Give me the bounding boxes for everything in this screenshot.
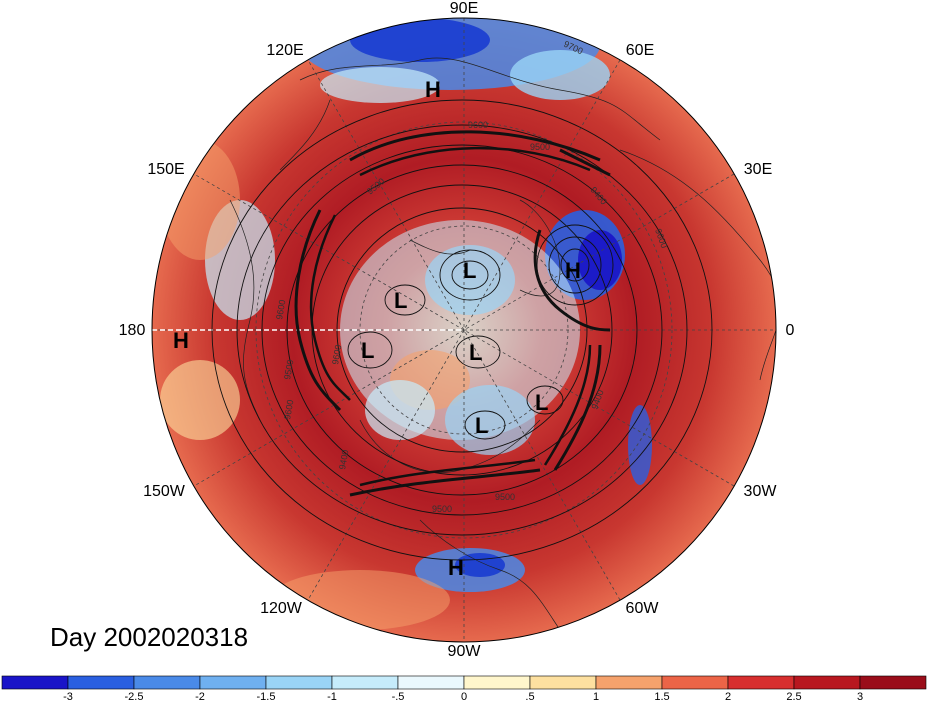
- map-border: [151, 17, 777, 643]
- low-marker: L: [535, 390, 548, 415]
- low-marker: L: [394, 288, 407, 313]
- lon-label-60e: 60E: [626, 42, 654, 59]
- contour-label: 9600: [468, 120, 488, 130]
- high-marker: H: [173, 328, 189, 353]
- colorbar-tick-label: 0: [461, 691, 467, 702]
- colorbar-tick-label: -2.5: [125, 691, 144, 702]
- colorbar-swatch: [331, 675, 399, 690]
- lon-label-30w: 30W: [744, 483, 778, 500]
- colorbar-swatch: [463, 675, 531, 690]
- colorbar-swatch: [661, 675, 729, 690]
- colorbar-swatch: [793, 675, 861, 690]
- colorbar-swatch: [133, 675, 201, 690]
- height-contours: [211, 99, 713, 561]
- pressure-systems: H H H H L L L L L L: [173, 77, 581, 580]
- low-marker: L: [475, 413, 488, 438]
- lon-label-180: 180: [119, 322, 146, 339]
- lon-label-120w: 120W: [260, 600, 303, 617]
- lon-label-30e: 30E: [744, 161, 772, 178]
- colorbar-tick-label: 3: [857, 691, 863, 702]
- contour-label: 9500: [495, 492, 515, 502]
- colorbar-tick-label: -.5: [392, 691, 405, 702]
- colorbar-swatch: [1, 675, 69, 690]
- high-marker: H: [448, 555, 464, 580]
- colorbar-swatch: [265, 675, 333, 690]
- longitude-labels: 90E 60E 30E 0 30W 60W 90W 120W 150W 180 …: [119, 0, 795, 660]
- lon-label-90e: 90E: [450, 0, 478, 17]
- colorbar-tick-label: -2: [195, 691, 205, 702]
- contour-label: 9400: [337, 449, 350, 470]
- contour-label: 9600: [330, 344, 343, 365]
- contour-label: 9500: [530, 142, 550, 152]
- day-label: Day 2002020318: [50, 622, 248, 652]
- colorbar-tick-label: 2: [725, 691, 731, 702]
- colorbar-swatch: [859, 675, 927, 690]
- lon-label-90w: 90W: [448, 643, 482, 660]
- colorbar-swatch: [397, 675, 465, 690]
- high-marker: H: [565, 258, 581, 283]
- colorbar-swatch: [67, 675, 135, 690]
- lon-label-150w: 150W: [143, 483, 186, 500]
- colorbar-tick-label: .5: [525, 691, 534, 702]
- colorbar-tick-label: 1: [593, 691, 599, 702]
- low-marker: L: [361, 338, 374, 363]
- lon-label-150e: 150E: [147, 161, 184, 178]
- colorbar-tick-label: -3: [63, 691, 73, 702]
- colorbar-tick-label: 2.5: [786, 691, 801, 702]
- contour-label: 9500: [282, 359, 295, 380]
- contour-label: 9600: [274, 299, 287, 320]
- contour-label: 9600: [282, 399, 295, 420]
- graticule: [152, 18, 776, 642]
- contour-label: 9500: [432, 504, 452, 514]
- low-marker: L: [469, 340, 482, 365]
- colorbar-swatch: [595, 675, 663, 690]
- lon-label-0: 0: [786, 322, 795, 339]
- lon-label-60w: 60W: [626, 600, 660, 617]
- lon-label-120e: 120E: [266, 42, 303, 59]
- coastlines: [229, 57, 776, 631]
- colorbar-swatch: [727, 675, 795, 690]
- colorbar-tick-label: -1: [327, 691, 337, 702]
- high-marker: H: [425, 77, 441, 102]
- colorbar: -3 -2.5 -2 -1.5 -1 -.5 0 .5 1 1.5 2 2.5 3: [1, 675, 927, 702]
- colorbar-swatch: [529, 675, 597, 690]
- low-marker: L: [463, 258, 476, 283]
- colorbar-tick-label: -1.5: [257, 691, 276, 702]
- colorbar-tick-label: 1.5: [654, 691, 669, 702]
- colorbar-swatch: [199, 675, 267, 690]
